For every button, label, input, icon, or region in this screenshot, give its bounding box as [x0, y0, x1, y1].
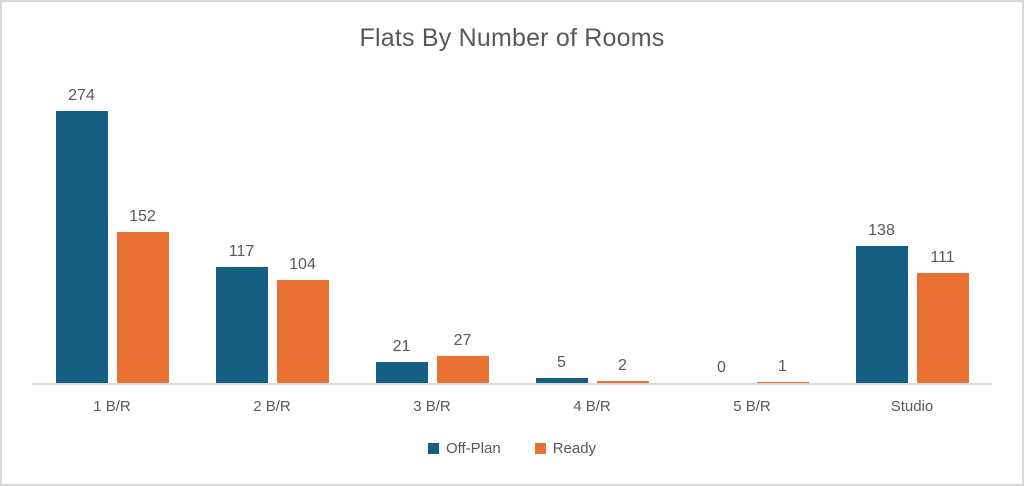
bar-value-label: 0 [717, 359, 726, 376]
legend: Off-Plan Ready [2, 440, 1022, 457]
bar-unit: 1 [756, 358, 809, 383]
bar-group: 138 111 [832, 80, 992, 383]
off-plan-bar [535, 378, 588, 383]
bar-group: 21 27 [352, 80, 512, 383]
bar-unit: 0 [696, 359, 748, 383]
bar-unit: 2 [596, 357, 649, 383]
ready-bar [596, 381, 649, 383]
bar-unit: 152 [116, 208, 169, 383]
plot-area: 274 152 117 104 21 27 5 2 0 1 138 111 [32, 80, 992, 385]
bar-group: 274 152 [32, 80, 192, 383]
bar-value-label: 138 [868, 222, 895, 239]
ready-bar [756, 382, 809, 383]
legend-swatch-icon [534, 443, 546, 454]
bar-unit: 104 [276, 256, 329, 383]
bar-unit: 274 [55, 87, 108, 383]
category-label: 5 B/R [733, 398, 771, 415]
legend-item: Off-Plan [427, 440, 501, 457]
chart-title: Flats By Number of Rooms [359, 24, 665, 52]
bar-value-label: 1 [778, 358, 787, 375]
category-label: 3 B/R [413, 398, 451, 415]
ready-bar [116, 232, 169, 383]
bar-value-label: 111 [930, 249, 955, 266]
ready-bar [436, 356, 489, 383]
bar-value-label: 2 [618, 357, 627, 374]
off-plan-bar [55, 111, 108, 383]
bar-value-label: 117 [228, 243, 255, 260]
category-label: 1 B/R [93, 398, 131, 415]
off-plan-bar [215, 267, 268, 383]
legend-swatch-icon [427, 443, 439, 454]
category-label: Studio [890, 398, 934, 415]
off-plan-bar [375, 362, 428, 383]
off-plan-bar [855, 246, 908, 383]
bar-value-label: 104 [289, 256, 316, 273]
bar-value-label: 152 [129, 208, 156, 225]
legend-item: Ready [534, 440, 597, 457]
legend-label: Off-Plan [445, 440, 501, 457]
legend-label: Ready [552, 440, 597, 457]
chart-body: 274 152 117 104 21 27 5 2 0 1 138 111 1 B/R 2 B/R 3 B… [2, 80, 1022, 415]
bar-unit: 21 [375, 338, 428, 383]
ready-bar [916, 273, 969, 383]
category-label: 2 B/R [253, 398, 291, 415]
category-axis: 1 B/R 2 B/R 3 B/R 4 B/R 5 B/R Studio [32, 385, 992, 415]
bar-value-label: 274 [68, 87, 95, 104]
bar-unit: 27 [436, 332, 489, 383]
bar-value-label: 5 [557, 354, 566, 371]
ready-bar [276, 280, 329, 383]
bar-unit: 117 [215, 243, 268, 383]
bar-value-label: 21 [392, 338, 411, 355]
bar-unit: 111 [916, 249, 969, 383]
bar-unit: 138 [855, 222, 908, 383]
bar-unit: 5 [535, 354, 588, 383]
category-label: 4 B/R [573, 398, 611, 415]
bar-group: 117 104 [192, 80, 352, 383]
bar-value-label: 27 [453, 332, 472, 349]
